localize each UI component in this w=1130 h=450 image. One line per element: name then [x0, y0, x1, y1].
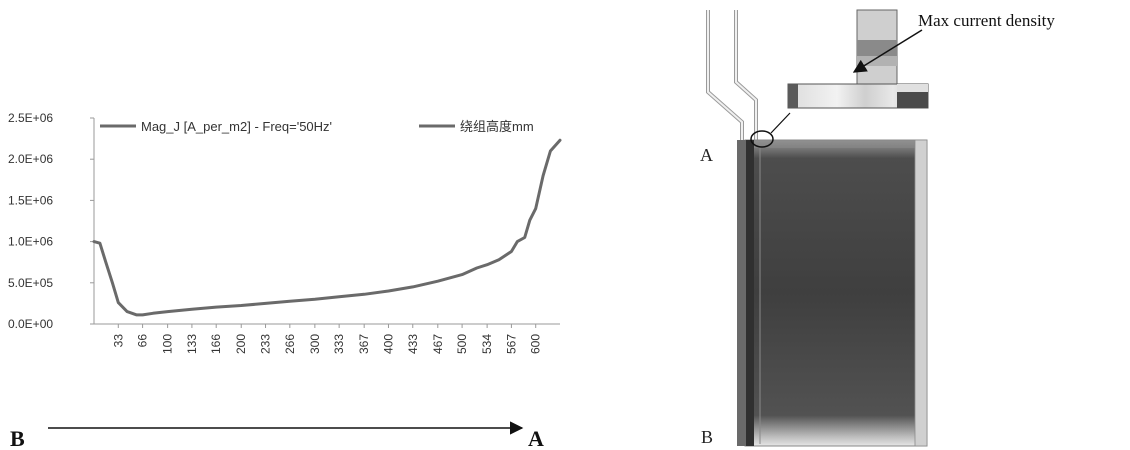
inset-strip-right-light: [897, 84, 928, 92]
x-tick-label: 567: [504, 334, 518, 354]
y-tick-label: 0.0E+00: [8, 317, 53, 331]
y-axis-ticks: 0.0E+00 5.0E+05 1.0E+06 1.5E+06 2.0E+06 2.5E+…: [8, 111, 94, 331]
x-axis-ticks: 33 66 100 133 166 200 233 266 300 333 367 400 433 467…: [111, 324, 543, 354]
winding-point-b-label: B: [701, 427, 713, 447]
x-tick-label: 433: [406, 334, 420, 354]
winding-inner-strip: [746, 140, 754, 446]
winding-point-a-label: A: [700, 145, 713, 165]
direction-end-label: A: [528, 426, 544, 450]
chart-legend: Mag_J [A_per_m2] - Freq='50Hz' 绕组高度mm: [100, 119, 534, 134]
direction-indicator: B A: [10, 421, 544, 450]
x-tick-label: 400: [381, 334, 395, 354]
legend-label-height: 绕组高度mm: [460, 119, 534, 134]
highlight-leader-line: [770, 112, 791, 134]
x-tick-label: 600: [529, 334, 543, 354]
x-tick-label: 500: [455, 334, 469, 354]
x-tick-label: 100: [161, 334, 175, 354]
series-line-mag-j: [92, 138, 562, 317]
x-tick-label: 166: [209, 334, 223, 354]
lead-wire-inner-core: [735, 10, 757, 140]
x-tick-label: 66: [136, 334, 150, 348]
winding-field-plot: Max current density A B: [700, 9, 1055, 447]
x-tick-label: 367: [357, 334, 371, 354]
y-tick-label: 2.0E+06: [8, 152, 53, 166]
winding-outer-strip: [737, 140, 746, 446]
inset-strip-left-end: [788, 84, 798, 108]
legend-label-mag-j: Mag_J [A_per_m2] - Freq='50Hz': [141, 119, 332, 134]
x-tick-label: 33: [111, 334, 125, 348]
x-tick-label: 133: [185, 334, 199, 354]
y-tick-label: 1.5E+06: [8, 193, 53, 207]
y-tick-label: 1.0E+06: [8, 235, 53, 249]
x-tick-label: 333: [332, 334, 346, 354]
chart-plot-area: 0.0E+00 5.0E+05 1.0E+06 1.5E+06 2.0E+06 2.5E+…: [8, 111, 562, 354]
max-current-density-label: Max current density: [918, 11, 1055, 30]
x-tick-label: 233: [259, 334, 273, 354]
x-tick-label: 300: [308, 334, 322, 354]
winding-top-band: [754, 140, 915, 148]
winding-right-strip: [914, 139, 928, 447]
direction-start-label: B: [10, 426, 25, 450]
y-tick-label: 2.5E+06: [8, 111, 53, 125]
lead-wire-outer-core: [707, 10, 743, 140]
y-tick-label: 5.0E+05: [8, 276, 53, 290]
winding-body: [744, 139, 928, 447]
x-tick-label: 534: [480, 334, 494, 354]
inset-bar-dark-band: [857, 40, 897, 56]
max-density-highlight: [750, 130, 774, 148]
x-tick-label: 467: [431, 334, 445, 354]
annotation-arrow: [852, 29, 923, 73]
x-tick-label: 266: [283, 334, 297, 354]
x-tick-label: 200: [234, 334, 248, 354]
inset-bar-mid-band: [857, 56, 897, 66]
